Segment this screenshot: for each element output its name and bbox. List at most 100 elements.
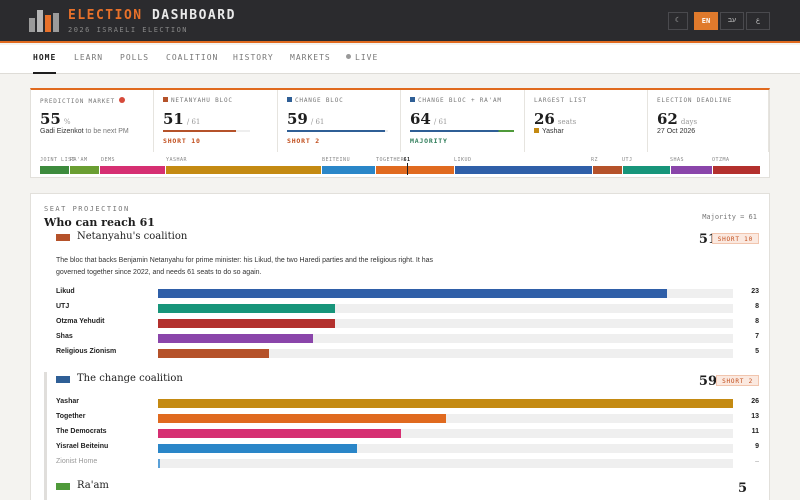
party-row[interactable]: Shas 7 — [56, 332, 759, 344]
stat-prediction-market[interactable]: PREDICTION MARKET 55% Gadi Eizenkot to b… — [31, 90, 154, 152]
coalition-seats: 5 — [737, 481, 747, 496]
party-seats: 8 — [755, 303, 759, 310]
party-name: Yashar — [56, 398, 79, 405]
majority-marker-label: 61 — [403, 157, 411, 163]
stat-value: 62 days — [657, 110, 698, 128]
party-row[interactable]: Together 13 — [56, 412, 759, 424]
lang-ar-button[interactable]: ع — [746, 12, 770, 30]
seat-segment[interactable] — [166, 166, 322, 174]
coalition-header-change[interactable]: The change coalition 59 SHORT 2 — [56, 373, 759, 389]
party-bar-fill — [158, 349, 269, 358]
seat-segment[interactable] — [40, 166, 70, 174]
stat-progress-fill — [287, 130, 385, 132]
stat-status: SHORT 2 — [287, 137, 320, 145]
app-subtitle: 2026 ISRAELI ELECTION — [68, 26, 189, 34]
party-bar-track — [158, 289, 733, 298]
lang-en-button[interactable]: EN — [694, 12, 718, 30]
nav-live[interactable]: LIVE — [346, 45, 378, 74]
party-seats: 8 — [755, 318, 759, 325]
stat-value: 64/ 61 — [410, 110, 448, 128]
party-name: Otzma Yehudit — [56, 318, 105, 325]
theme-toggle-button[interactable]: ☾ — [668, 12, 688, 30]
seat-segment[interactable] — [100, 166, 166, 174]
seat-segment[interactable] — [670, 166, 712, 174]
party-name: Religious Zionism — [56, 348, 117, 355]
seat-strip-label: JOINT LIST — [40, 157, 76, 163]
seat-segment[interactable] — [70, 166, 100, 174]
seat-strip-label: TOGETHER — [376, 157, 405, 163]
bloc-swatch — [163, 97, 168, 102]
main-nav: HOME LEARN POLLS COALITION HISTORY MARKE… — [0, 45, 800, 74]
nav-polls[interactable]: POLLS — [120, 53, 150, 62]
party-seats: 5 — [755, 348, 759, 355]
stat-subtext: Yashar — [534, 128, 564, 135]
seat-segment[interactable] — [322, 166, 376, 174]
party-bar-fill — [158, 304, 335, 313]
party-seats: 7 — [755, 333, 759, 340]
lang-he-button[interactable]: עב — [720, 12, 744, 30]
seat-strip-label: RZ — [591, 157, 599, 163]
nav-markets[interactable]: MARKETS — [290, 53, 331, 62]
party-bar-fill — [158, 414, 446, 423]
nav-learn[interactable]: LEARN — [74, 53, 104, 62]
nav-home[interactable]: HOME — [33, 45, 57, 74]
party-row[interactable]: The Democrats 11 — [56, 427, 759, 439]
stat-progress-bar — [410, 130, 514, 132]
party-seats: 11 — [751, 428, 759, 435]
party-row[interactable]: Religious Zionism 5 — [56, 347, 759, 359]
seat-segment[interactable] — [592, 166, 622, 174]
seat-strip-label: OTZMA — [712, 157, 730, 163]
party-row[interactable]: Yisrael Beiteinu 9 — [56, 442, 759, 454]
seat-projection-card: SEAT PROJECTION Who can reach 61 Majorit… — [30, 193, 770, 500]
nav-coalition[interactable]: COALITION — [166, 53, 219, 62]
seat-segment[interactable] — [712, 166, 760, 174]
party-bar-track — [158, 429, 733, 438]
party-row[interactable]: Otzma Yehudit 8 — [56, 317, 759, 329]
party-bar-track — [158, 349, 733, 358]
stat-netanyahu-bloc[interactable]: NETANYAHU BLOC 51/ 61 SHORT 10 — [154, 90, 278, 152]
party-seats: 23 — [751, 288, 759, 295]
stat-progress-fill — [410, 130, 514, 132]
stat-change-raam[interactable]: CHANGE BLOC + RA'AM 64/ 61 MAJORITY — [401, 90, 525, 152]
party-bar-track — [158, 444, 733, 453]
stat-value: 26 seats — [534, 110, 577, 128]
party-swatch — [534, 128, 539, 133]
stat-label: ELECTION DEADLINE — [657, 97, 733, 104]
live-dot-icon — [346, 54, 351, 59]
party-row[interactable]: UTJ 8 — [56, 302, 759, 314]
seat-strip-label: SHAS — [670, 157, 685, 163]
seat-segment[interactable] — [376, 166, 454, 174]
stat-label: LARGEST LIST — [534, 97, 587, 104]
section-label: SEAT PROJECTION — [44, 205, 130, 213]
nav-history[interactable]: HISTORY — [233, 53, 274, 62]
stat-election-deadline[interactable]: ELECTION DEADLINE 62 days 27 Oct 2026 — [648, 90, 769, 152]
nav-live-label: LIVE — [355, 53, 379, 62]
coalition-swatch — [56, 376, 70, 383]
seat-strip: 61 JOINT LIST RA'AM DEMS YASHAR BEITEINU TOGE… — [40, 157, 761, 176]
party-row[interactable]: Yashar 26 — [56, 397, 759, 409]
coalition-header-netanyahu[interactable]: Netanyahu's coalition 51 SHORT 10 — [56, 231, 759, 247]
app-title: ELECTION DASHBOARD — [68, 8, 236, 23]
coalition-name: Ra'am — [77, 480, 109, 491]
party-seats: 13 — [751, 413, 759, 420]
party-bar-fill — [158, 399, 733, 408]
coalition-description: The bloc that backs Benjamin Netanyahu f… — [56, 257, 434, 276]
stat-largest-list[interactable]: LARGEST LIST 26 seats Yashar — [525, 90, 648, 152]
coalition-swatch — [56, 483, 70, 490]
party-bar-fill — [158, 459, 160, 468]
seat-strip-label: RA'AM — [70, 157, 88, 163]
party-row[interactable]: Likud 23 — [56, 287, 759, 299]
stats-panel: PREDICTION MARKET 55% Gadi Eizenkot to b… — [30, 88, 770, 178]
party-row[interactable]: Zionist Home – — [56, 457, 759, 469]
party-name: The Democrats — [56, 428, 107, 435]
coalition-header-raam[interactable]: Ra'am 5 — [56, 480, 759, 496]
stat-change-bloc[interactable]: CHANGE BLOC 59/ 61 SHORT 2 — [278, 90, 401, 152]
stat-progress-bar — [287, 130, 388, 132]
seat-segment[interactable] — [454, 166, 592, 174]
majority-marker-line — [406, 163, 408, 175]
party-bar-track — [158, 334, 733, 343]
stat-value: 51/ 61 — [163, 110, 201, 128]
app-title-part1: ELECTION — [68, 8, 143, 23]
seat-segment[interactable] — [622, 166, 670, 174]
seat-strip-label: YASHAR — [166, 157, 188, 163]
